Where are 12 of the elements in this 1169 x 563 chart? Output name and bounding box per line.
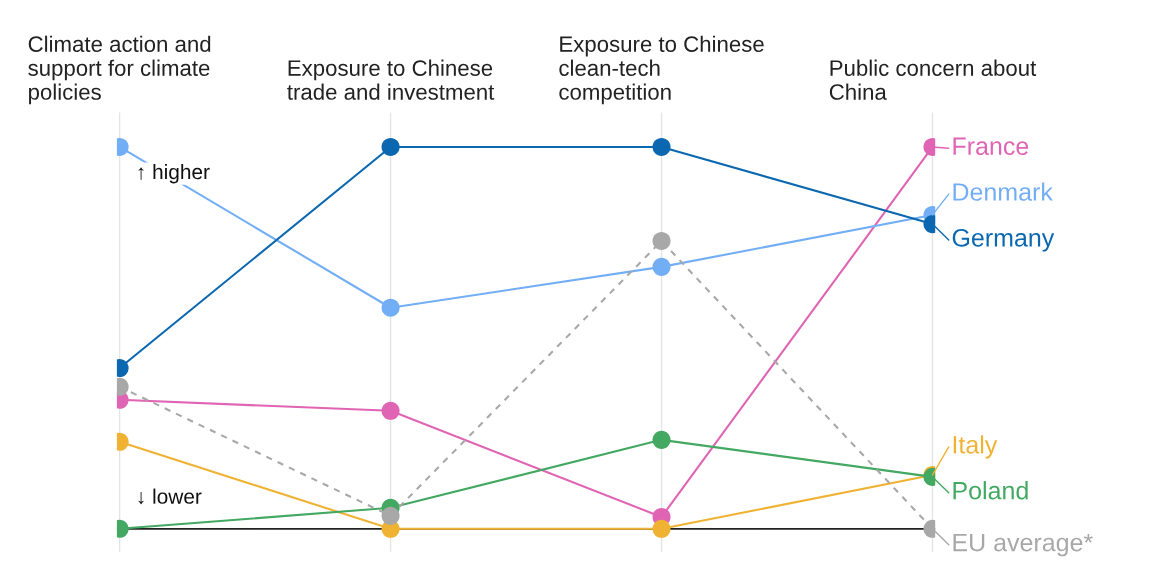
legend-label: France: [953, 137, 1029, 156]
annotation: ↑ higher: [138, 163, 210, 184]
annotation: ↓ lower: [138, 488, 202, 505]
legend-label: Italy: [953, 435, 998, 459]
x-tick-label: Exposure to Chinese clean-tech competition: [559, 35, 764, 105]
legend-label: Germany: [952, 228, 1055, 252]
legend-label: Denmark: [953, 182, 1053, 201]
legend-label: EU average*: [953, 533, 1093, 557]
legend-label: Poland: [953, 481, 1028, 500]
x-tick-label: Climate action and support for climate policies: [28, 35, 211, 105]
x-tick-label: Public concern about China: [829, 59, 1037, 100]
x-tick-label: Exposure to Chinese trade and investment: [287, 59, 495, 100]
